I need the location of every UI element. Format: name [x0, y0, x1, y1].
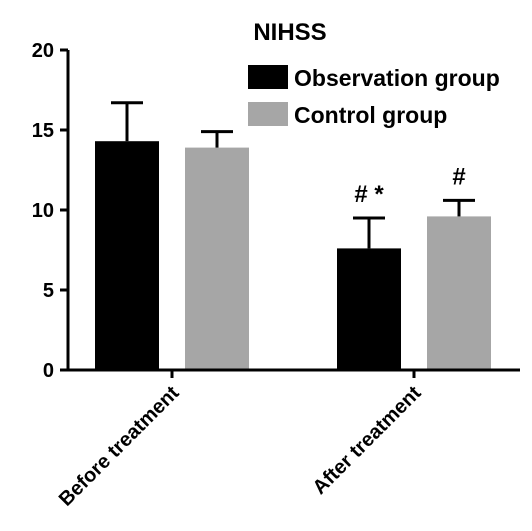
y-tick-label: 5 — [43, 280, 54, 302]
bar-0-0 — [95, 141, 159, 370]
legend-swatch-observation — [248, 65, 288, 89]
y-tick-label: 15 — [32, 120, 54, 142]
bar-1-0 — [337, 248, 401, 370]
annotations: # * # — [354, 163, 465, 208]
bar-0-1 — [185, 147, 249, 370]
bars — [95, 101, 491, 370]
legend-label-control: Control group — [294, 102, 447, 128]
significance-annotation-1: # — [452, 163, 465, 190]
y-axis: 0 5 10 15 20 — [32, 40, 70, 382]
x-axis: Before treatment After treatment — [55, 368, 520, 511]
x-tick-label: Before treatment — [55, 382, 184, 511]
significance-annotation-0: # * — [354, 181, 384, 208]
legend-swatch-control — [248, 102, 288, 126]
legend-label-observation: Observation group — [294, 65, 500, 91]
bar-1-1 — [427, 216, 491, 370]
legend: Observation group Control group — [248, 65, 500, 128]
chart-title: NIHSS — [253, 19, 326, 46]
y-tick-label: 10 — [32, 200, 54, 222]
x-tick-label: After treatment — [309, 382, 426, 499]
y-tick-label: 20 — [32, 40, 54, 62]
y-tick-label: 0 — [43, 360, 54, 382]
